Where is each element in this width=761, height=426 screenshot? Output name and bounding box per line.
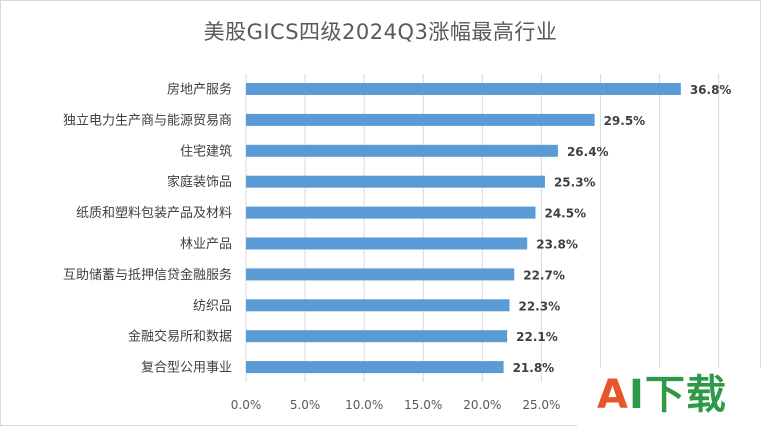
bar-6 xyxy=(246,268,515,281)
x-tick-label-0: 0.0% xyxy=(231,398,262,412)
bar-0 xyxy=(246,83,681,95)
category-label-6: 互助储蓄与抵押信贷金融服务 xyxy=(63,267,232,283)
category-label-4: 纸质和塑料包装产品及材料 xyxy=(76,206,232,221)
category-label-7: 纺织品 xyxy=(193,299,232,314)
data-label-1: 29.5% xyxy=(604,114,646,128)
category-label-0: 房地产服务 xyxy=(167,82,232,98)
data-label-8: 22.1% xyxy=(516,330,558,344)
bar-7 xyxy=(246,299,510,312)
watermark-a: A xyxy=(597,372,629,418)
category-label-9: 复合型公用事业 xyxy=(141,361,232,376)
bar-3 xyxy=(246,175,545,188)
bar-2 xyxy=(246,144,558,157)
category-label-5: 林业产品 xyxy=(180,237,232,252)
data-label-2: 26.4% xyxy=(567,145,609,159)
data-label-5: 23.8% xyxy=(536,238,578,252)
watermark-logo: AI下载 xyxy=(577,368,761,426)
bar-1 xyxy=(246,113,595,126)
data-label-9: 21.8% xyxy=(513,361,555,375)
x-tick-label-4: 20.0% xyxy=(463,398,501,412)
watermark-text: I下载 xyxy=(628,372,727,418)
x-tick-label-2: 10.0% xyxy=(345,398,383,412)
x-tick-label-1: 5.0% xyxy=(290,398,321,412)
category-label-1: 独立电力生产商与能源贸易商 xyxy=(63,113,232,128)
data-label-7: 22.3% xyxy=(518,299,560,313)
x-tick-label-3: 15.0% xyxy=(404,398,442,412)
bar-8 xyxy=(246,330,508,343)
bar-9 xyxy=(246,361,504,374)
bar-4 xyxy=(246,206,536,219)
chart-title: 美股GICS四级2024Q3涨幅最高行业 xyxy=(203,20,558,44)
category-label-2: 住宅建筑 xyxy=(180,143,232,159)
data-label-4: 24.5% xyxy=(544,207,586,221)
category-label-3: 家庭装饰品 xyxy=(167,174,232,190)
bar-5 xyxy=(246,237,528,250)
data-label-6: 22.7% xyxy=(523,268,565,282)
category-label-8: 金融交易所和数据 xyxy=(128,329,232,345)
data-label-3: 25.3% xyxy=(554,176,596,190)
x-tick-label-5: 25.0% xyxy=(522,398,560,412)
data-label-0: 36.8% xyxy=(690,83,732,97)
